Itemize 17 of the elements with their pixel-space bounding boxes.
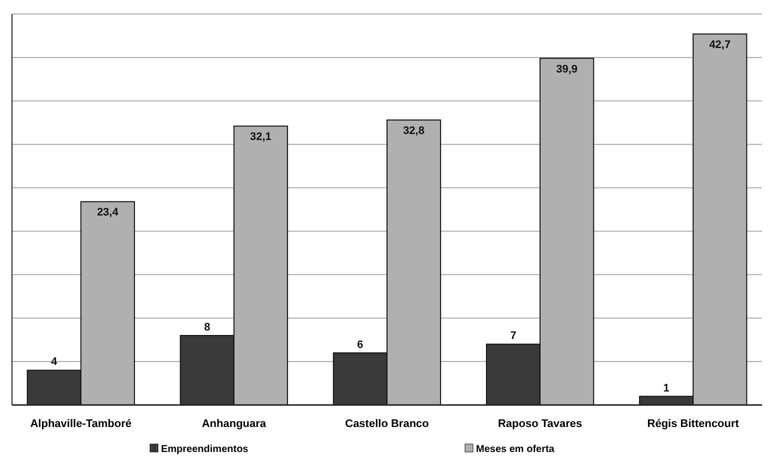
x-tick-label: Castello Branco (345, 418, 430, 430)
data-label: 32,1 (250, 131, 272, 144)
data-label: 39,9 (556, 63, 578, 76)
x-tick-label: Raposo Tavares (498, 418, 582, 430)
x-tick-label: Anhanguara (202, 418, 267, 430)
x-tick-label: Alphaville-Tamboré (30, 418, 132, 430)
legend-label: Meses em oferta (476, 444, 555, 455)
data-label: 7 (510, 330, 516, 342)
data-label: 23,4 (96, 206, 120, 219)
data-label: 4 (51, 356, 58, 368)
data-label: 1 (663, 382, 670, 394)
x-tick-label: Régis Bittencourt (647, 418, 740, 430)
data-label: 6 (357, 338, 364, 351)
data-label: 32,8 (403, 125, 424, 138)
data-label: 8 (204, 321, 210, 334)
legend-label: Empreendimentos (161, 444, 249, 455)
data-label: 42,7 (709, 38, 731, 51)
